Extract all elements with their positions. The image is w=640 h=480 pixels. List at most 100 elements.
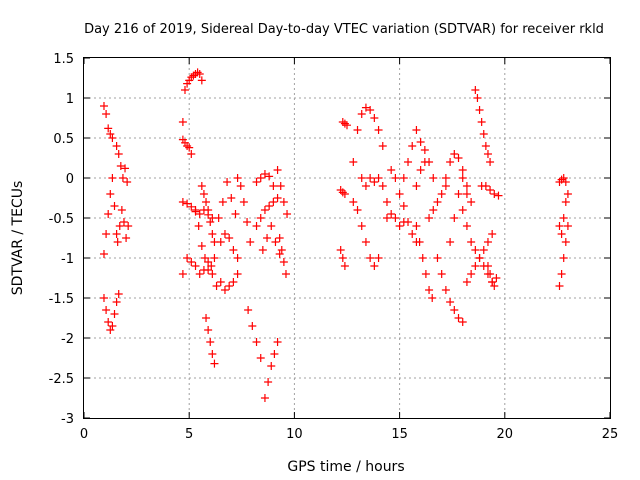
data-point-29-3 [395,222,404,230]
data-point-43-2 [559,174,568,182]
data-point-8-2 [187,258,196,266]
data-point-0-3 [106,130,115,138]
data-point-28-5 [378,182,387,190]
y-tick-label-8: -2.5 [49,372,74,387]
data-point-9-3 [200,254,209,262]
data-point-39-3 [475,254,484,262]
data-point-12-4 [231,210,240,218]
data-point-45-4 [563,222,572,230]
data-point-32-1 [416,166,425,174]
series-arc04 [112,142,132,186]
series-arc15 [216,270,242,294]
series-arc33 [412,146,438,190]
data-point-10-0 [197,182,206,190]
data-point-32-0 [412,182,421,190]
data-point-15-0 [233,174,242,182]
series-arc38 [446,174,471,246]
data-point-40-0 [471,86,480,94]
data-point-15-1 [236,182,245,190]
data-point-31-3 [412,126,421,134]
data-point-27-5 [370,262,379,270]
data-point-33-2 [418,254,427,262]
series-arc46 [555,222,572,290]
data-point-17-4 [273,338,282,346]
data-point-28-1 [361,182,370,190]
data-point-16-1 [248,322,257,330]
data-point-19-3 [265,202,274,210]
data-point-20-1 [263,234,272,242]
data-point-8-0 [178,270,187,278]
data-point-0-2 [104,124,113,133]
data-point-21-1 [276,182,285,190]
x-axis-label: GPS time / hours [287,459,404,475]
data-point-1-3 [106,190,115,198]
chart-title: Day 216 of 2019, Sidereal Day-to-day VTE… [84,22,604,37]
series-arc40 [462,230,497,286]
data-point-29-0 [382,214,391,222]
data-point-13-1 [220,230,229,238]
data-point-16-3 [256,354,265,362]
series-arc41 [471,86,495,166]
data-point-12-2 [223,178,232,186]
data-point-28-0 [357,174,366,182]
data-point-19-2 [260,206,269,214]
data-point-18-4 [269,182,278,190]
data-point-8-7 [208,270,217,278]
data-point-1-1 [102,230,111,238]
data-point-16-2 [252,338,261,346]
data-point-2-4 [108,322,117,330]
data-point-33-3 [421,270,430,278]
data-point-43-3 [561,178,570,186]
x-tick-label-0: 0 [80,427,88,442]
data-point-31-2 [408,142,417,150]
series-arc27 [349,103,387,166]
data-point-27-4 [366,254,375,262]
data-point-38-3 [471,246,480,254]
data-point-10-3 [204,206,213,214]
data-point-35-5 [454,314,463,322]
series-arc02 [99,174,121,258]
series-arc45 [555,190,572,238]
data-point-42-3 [490,282,499,290]
data-point-4-1 [115,222,124,230]
data-point-5-0 [178,118,187,126]
series-arc34 [412,222,437,302]
data-point-9-1 [194,222,203,230]
data-point-37-2 [454,190,463,198]
x-tick-label-3: 15 [391,427,408,442]
data-point-35-2 [441,286,450,294]
data-point-44-2 [559,214,568,222]
data-point-42-4 [492,274,501,282]
data-point-40-4 [479,130,488,138]
data-point-23-1 [340,119,349,128]
data-point-42-0 [483,262,492,270]
data-point-10-2 [202,198,211,206]
data-point-2-5 [110,310,119,318]
data-point-7-1 [183,199,192,208]
data-point-26-4 [366,106,375,114]
data-point-10-5 [208,230,217,238]
series-arc13 [214,178,240,222]
series-arc07 [178,135,196,158]
data-point-18-3 [265,172,274,181]
data-point-40-1 [473,94,482,102]
data-point-10-1 [199,190,208,198]
data-point-45-0 [555,282,564,290]
data-point-38-1 [462,222,471,230]
data-point-31-4 [416,138,425,146]
data-point-36-0 [441,174,450,182]
data-point-26-7 [378,142,387,150]
data-point-39-6 [488,230,497,238]
data-point-7-4 [195,210,204,218]
data-point-11-2 [206,338,215,346]
data-point-26-1 [353,126,362,134]
data-point-31-1 [404,158,413,166]
data-point-39-2 [471,262,480,270]
data-point-41-2 [486,186,495,194]
data-point-19-5 [273,194,282,202]
data-point-1-0 [99,250,108,258]
data-point-15-4 [246,238,255,246]
data-point-1-2 [104,210,113,218]
series-arc37 [441,150,476,206]
